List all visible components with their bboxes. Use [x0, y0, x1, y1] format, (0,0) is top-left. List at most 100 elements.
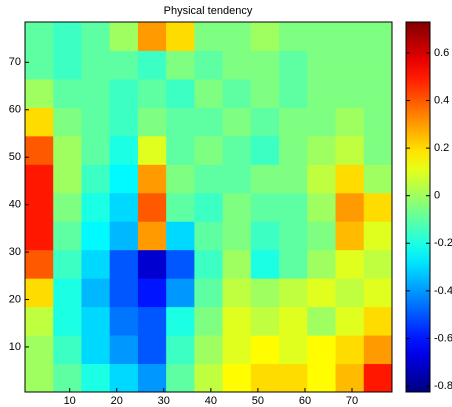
heatmap-cell	[363, 249, 393, 279]
heatmap-cell	[222, 135, 252, 165]
heatmap-cell	[53, 192, 82, 222]
heatmap-cell	[222, 221, 252, 251]
heatmap-cell	[363, 306, 393, 336]
heatmap-cell	[53, 221, 82, 251]
colorbar-tick-label: 0.4	[434, 94, 449, 106]
heatmap-cell	[25, 107, 54, 137]
heatmap-cell	[279, 22, 308, 51]
heatmap-cell	[307, 135, 337, 165]
heatmap-cell	[109, 22, 139, 51]
y-tick-label: 40	[9, 199, 21, 211]
heatmap-cell	[279, 135, 308, 165]
heatmap-cell	[137, 278, 167, 308]
heatmap-cell	[363, 363, 393, 393]
x-tick-label: 30	[158, 395, 170, 407]
heatmap-cell	[363, 107, 393, 137]
heatmap-cell	[137, 363, 167, 393]
heatmap-cell	[222, 164, 252, 194]
heatmap-cell	[335, 22, 365, 51]
heatmap-cell	[194, 335, 224, 365]
heatmap-cell	[194, 249, 224, 279]
heatmap-cell	[53, 22, 82, 51]
heatmap-cell	[279, 363, 308, 393]
heatmap-cell	[81, 107, 111, 137]
heatmap-cell	[194, 363, 224, 393]
heatmap-cell	[222, 249, 252, 279]
heatmap-cell	[81, 306, 111, 336]
heatmap-cell	[307, 107, 337, 137]
heatmap-cell	[335, 135, 365, 165]
colorbar-tick-label: -0.8	[434, 380, 452, 392]
heatmap-cell	[137, 221, 167, 251]
heatmap-cell	[335, 164, 365, 194]
chart-title: Physical tendency	[164, 5, 253, 17]
plot-frame	[24, 21, 393, 393]
heatmap-cell	[307, 50, 337, 80]
heatmap-cell	[25, 306, 54, 336]
heatmap-cell	[194, 192, 224, 222]
heatmap-cell	[222, 363, 252, 393]
heatmap-cell	[307, 221, 337, 251]
heatmap-cell	[222, 22, 252, 51]
y-tick-label: 50	[9, 151, 21, 163]
x-tick-label: 20	[111, 395, 123, 407]
colorbar	[405, 21, 431, 393]
heatmap-cell	[194, 50, 224, 80]
heatmap-cell	[194, 22, 224, 51]
heatmap-cell	[222, 78, 252, 108]
heatmap-cell	[250, 135, 280, 165]
heatmap-cell	[166, 164, 195, 194]
heatmap-cell	[335, 278, 365, 308]
heatmap-cell	[307, 306, 337, 336]
heatmap-cell	[109, 107, 139, 137]
heatmap-cell	[279, 192, 308, 222]
heatmap-cell	[81, 335, 111, 365]
heatmap-cell	[53, 363, 82, 393]
heatmap-cell	[81, 22, 111, 51]
heatmap-cell	[166, 135, 195, 165]
heatmap-cell	[250, 278, 280, 308]
heatmap-cell	[250, 306, 280, 336]
heatmap-cell	[279, 221, 308, 251]
heatmap-cell	[137, 50, 167, 80]
heatmap-cell	[53, 249, 82, 279]
heatmap-cell	[166, 306, 195, 336]
colorbar-tick-label: 0	[434, 190, 440, 202]
heatmap-cell	[81, 249, 111, 279]
heatmap-cell	[109, 278, 139, 308]
heatmap-cell	[109, 335, 139, 365]
heatmap-cell	[194, 278, 224, 308]
heatmap-cell	[250, 22, 280, 51]
heatmap-cell	[81, 78, 111, 108]
heatmap-cell	[279, 164, 308, 194]
heatmap-cell	[109, 50, 139, 80]
heatmap-cell	[53, 107, 82, 137]
heatmap-cell	[166, 192, 195, 222]
heatmap-cell	[363, 50, 393, 80]
heatmap-cell	[53, 78, 82, 108]
heatmap-cell	[137, 249, 167, 279]
heatmap-cell	[53, 135, 82, 165]
heatmap-cell	[137, 306, 167, 336]
heatmap-cell	[194, 107, 224, 137]
heatmap-cell	[194, 221, 224, 251]
heatmap-cell	[279, 78, 308, 108]
heatmap-cell	[335, 221, 365, 251]
heatmap-cell	[335, 363, 365, 393]
heatmap-cell	[137, 78, 167, 108]
heatmap-cell	[222, 107, 252, 137]
x-tick-label: 50	[252, 395, 264, 407]
heatmap-cell	[250, 78, 280, 108]
heatmap-cell	[166, 278, 195, 308]
heatmap-cell	[109, 78, 139, 108]
heatmap-cell	[194, 306, 224, 336]
heatmap-cell	[222, 306, 252, 336]
heatmap-cell	[222, 50, 252, 80]
heatmap-cell	[53, 335, 82, 365]
heatmap-cell	[109, 306, 139, 336]
colorbar-tick-label: -0.2	[434, 237, 452, 249]
heatmap-cell	[363, 335, 393, 365]
heatmap-cell	[25, 278, 54, 308]
heatmap-cell	[335, 306, 365, 336]
